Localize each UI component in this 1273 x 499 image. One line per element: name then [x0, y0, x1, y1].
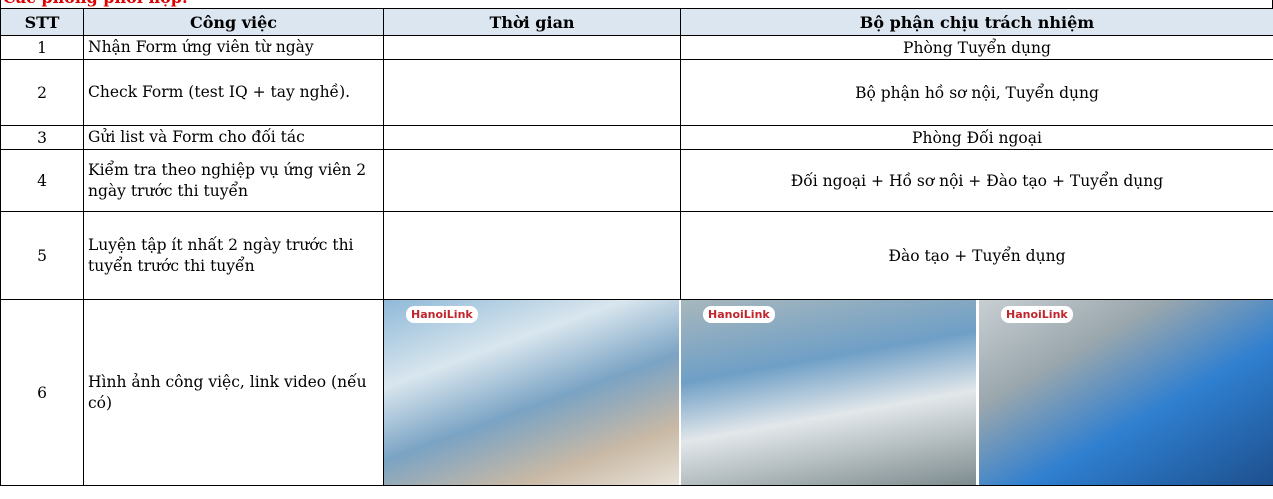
- table-row: 5 Luyện tập ít nhất 2 ngày trước thi tuyể…: [0, 211, 1273, 300]
- department-cell: Đào tạo + Tuyển dụng: [680, 211, 1273, 300]
- time-cell: [383, 125, 681, 150]
- task-cell: Hình ảnh công việc, link video (nếu có): [83, 299, 384, 486]
- section-title: Các phòng phối hợp:: [3, 0, 188, 8]
- time-cell: [383, 211, 681, 300]
- row-number: 6: [0, 299, 84, 486]
- photo-logo: HanoiLink: [1001, 306, 1073, 323]
- title-bar: Các phòng phối hợp:: [0, 0, 1273, 8]
- table-row: 4 Kiểm tra theo nghiệp vụ ứng viên 2 ngày…: [0, 149, 1273, 212]
- task-cell: Luyện tập ít nhất 2 ngày trước thi tuyển…: [83, 211, 384, 300]
- time-cell: [383, 59, 681, 126]
- column-header: Thời gian: [383, 8, 681, 36]
- task-table: STT Công việc Thời gian Bộ phận chịu trách …: [0, 8, 1273, 486]
- column-header: Công việc: [83, 8, 384, 36]
- task-cell: Kiểm tra theo nghiệp vụ ứng viên 2 ngày …: [83, 149, 384, 212]
- header-row: STT Công việc Thời gian Bộ phận chịu trách …: [0, 8, 1273, 36]
- work-photo: HanoiLink: [384, 300, 679, 485]
- photo-logo: HanoiLink: [703, 306, 775, 323]
- department-cell: Phòng Tuyển dụng: [680, 35, 1273, 60]
- table-row: 6 Hình ảnh công việc, link video (nếu có)…: [0, 299, 1273, 486]
- row-number: 2: [0, 59, 84, 126]
- task-cell: Check Form (test IQ + tay nghề).: [83, 59, 384, 126]
- work-photo: HanoiLink: [979, 300, 1273, 485]
- time-cell: [383, 35, 681, 60]
- table-row: 2 Check Form (test IQ + tay nghề). Bộ phận…: [0, 59, 1273, 126]
- row-number: 1: [0, 35, 84, 60]
- table-row: 1 Nhận Form ứng viên từ ngày Phòng Tuyển d…: [0, 35, 1273, 60]
- column-header: STT: [0, 8, 84, 36]
- time-cell: [383, 149, 681, 212]
- task-cell: Nhận Form ứng viên từ ngày: [83, 35, 384, 60]
- department-cell: Phòng Đối ngoại: [680, 125, 1273, 150]
- department-cell: Bộ phận hồ sơ nội, Tuyển dụng: [680, 59, 1273, 126]
- department-cell: Đối ngoại + Hồ sơ nội + Đào tạo + Tuyển …: [680, 149, 1273, 212]
- column-header: Bộ phận chịu trách nhiệm: [680, 8, 1273, 36]
- task-cell: Gửi list và Form cho đối tác: [83, 125, 384, 150]
- photo-cell: HanoiLink HanoiLink HanoiLink: [383, 299, 1273, 486]
- row-number: 5: [0, 211, 84, 300]
- row-number: 3: [0, 125, 84, 150]
- row-number: 4: [0, 149, 84, 212]
- table-row: 3 Gửi list và Form cho đối tác Phòng Đối n…: [0, 125, 1273, 150]
- work-photo: HanoiLink: [681, 300, 976, 485]
- photo-logo: HanoiLink: [406, 306, 478, 323]
